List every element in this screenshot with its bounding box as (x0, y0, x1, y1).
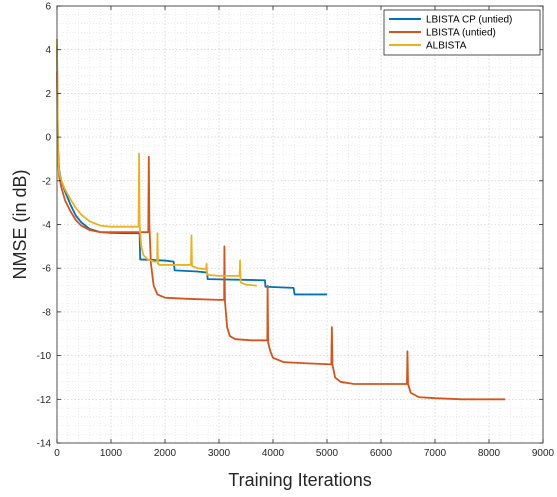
legend: LBISTA CP (untied) LBISTA (untied) ALBISTA (383, 9, 541, 56)
x-tick-label: 3000 (208, 448, 231, 459)
x-tick-label: 5000 (316, 448, 339, 459)
legend-entry-1: LBISTA (untied) (426, 28, 496, 39)
x-axis-ticks: 0 1000 2000 3000 4000 5000 6000 7000 8000 9000 (54, 6, 555, 459)
x-tick-label: 0 (54, 448, 60, 459)
legend-entry-2: ALBISTA (426, 41, 467, 52)
y-tick-label: 0 (45, 133, 51, 144)
x-axis-label: Training Iterations (228, 470, 371, 490)
y-tick-label: -2 (42, 176, 51, 187)
y-axis-label: NMSE (in dB) (10, 169, 30, 279)
y-tick-label: -8 (42, 307, 51, 318)
legend-entry-0: LBISTA CP (untied) (426, 15, 512, 26)
y-axis-ticks: -14 -12 -10 -8 -6 -4 -2 0 2 4 6 (37, 2, 543, 450)
x-tick-label: 8000 (478, 448, 501, 459)
y-tick-label: -12 (37, 395, 52, 406)
x-tick-label: 2000 (154, 448, 177, 459)
y-tick-label: 4 (45, 45, 51, 56)
y-tick-label: -10 (37, 351, 52, 362)
y-tick-label: -14 (37, 439, 52, 450)
x-tick-label: 6000 (370, 448, 393, 459)
minor-grid (57, 6, 543, 443)
x-tick-label: 9000 (532, 448, 555, 459)
y-tick-label: -6 (42, 264, 51, 275)
series-line-2 (56, 38, 257, 287)
x-tick-label: 1000 (100, 448, 123, 459)
x-tick-label: 4000 (262, 448, 285, 459)
y-tick-label: -4 (42, 220, 51, 231)
series-line-1 (56, 71, 506, 401)
y-tick-label: 6 (45, 2, 51, 13)
x-tick-label: 7000 (424, 448, 447, 459)
y-tick-label: 2 (45, 89, 51, 100)
series-layer (56, 38, 506, 401)
